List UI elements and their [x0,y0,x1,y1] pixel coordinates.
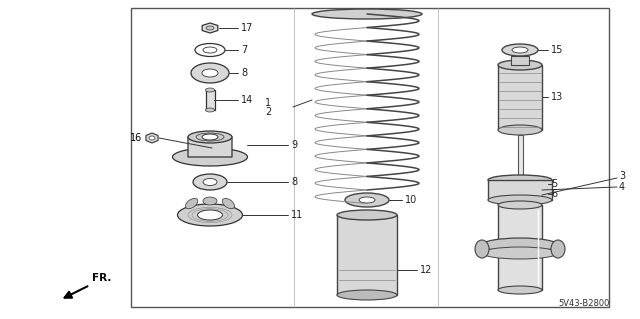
Text: 6: 6 [551,189,557,199]
Ellipse shape [191,63,229,83]
Text: 16: 16 [130,133,142,143]
Bar [498,205,542,290]
Text: 4: 4 [619,182,625,192]
Ellipse shape [202,69,218,77]
Text: 3: 3 [619,171,625,181]
Ellipse shape [482,247,558,259]
Ellipse shape [195,43,225,56]
Text: 12: 12 [420,265,433,275]
Ellipse shape [488,195,552,205]
Ellipse shape [498,286,542,294]
Ellipse shape [502,44,538,56]
Ellipse shape [203,197,217,205]
Ellipse shape [482,238,558,252]
Text: 10: 10 [405,195,417,205]
FancyBboxPatch shape [188,137,232,157]
Ellipse shape [202,134,218,140]
Polygon shape [202,23,218,33]
Bar [498,65,542,130]
Ellipse shape [188,131,232,143]
Text: 15: 15 [551,45,563,55]
Ellipse shape [193,174,227,190]
Bar [488,180,552,200]
Ellipse shape [337,210,397,220]
Bar [511,56,529,65]
Text: 8: 8 [291,177,297,187]
Ellipse shape [345,193,389,207]
Bar [518,135,523,175]
Ellipse shape [198,210,223,220]
Ellipse shape [488,175,552,185]
Ellipse shape [512,47,528,53]
Ellipse shape [475,240,489,258]
Text: 2: 2 [265,107,271,117]
Bar [131,8,609,307]
Ellipse shape [203,47,217,53]
Bar [337,215,397,295]
Ellipse shape [149,136,155,140]
Ellipse shape [498,201,542,209]
Text: FR.: FR. [92,273,111,283]
Text: 5: 5 [551,179,557,189]
Text: 14: 14 [241,95,253,105]
Ellipse shape [498,125,542,135]
Ellipse shape [551,240,565,258]
Ellipse shape [222,198,234,209]
Ellipse shape [177,204,243,226]
Text: 13: 13 [551,92,563,102]
Bar [206,90,215,110]
Text: 8: 8 [241,68,247,78]
Text: 5V43-B2800: 5V43-B2800 [559,299,610,308]
Ellipse shape [359,197,375,203]
Text: 11: 11 [291,210,303,220]
Ellipse shape [186,198,198,209]
Ellipse shape [337,290,397,300]
Ellipse shape [498,60,542,70]
Text: 17: 17 [241,23,253,33]
Text: 1: 1 [265,98,271,108]
Text: 7: 7 [241,45,247,55]
Polygon shape [146,133,158,143]
Ellipse shape [206,26,214,30]
Ellipse shape [205,88,214,92]
Ellipse shape [203,179,217,186]
Ellipse shape [312,9,422,19]
Ellipse shape [173,148,248,166]
Ellipse shape [205,108,214,112]
Text: 9: 9 [291,140,297,150]
